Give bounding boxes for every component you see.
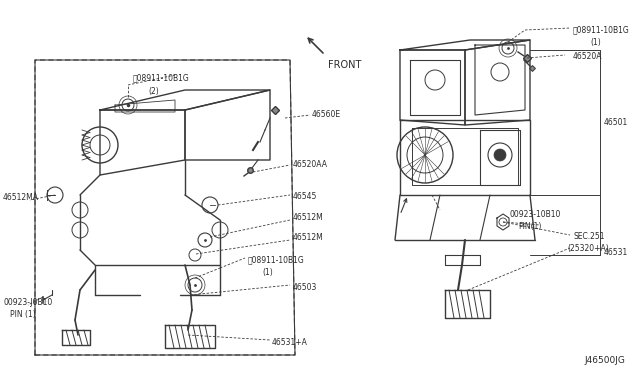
Text: 46531+A: 46531+A	[272, 338, 308, 347]
Text: 46501: 46501	[604, 118, 628, 127]
Text: 46520A: 46520A	[573, 52, 602, 61]
Text: (1): (1)	[262, 268, 273, 277]
Text: ⓝ08911-10B1G: ⓝ08911-10B1G	[248, 255, 305, 264]
Text: (25320+A): (25320+A)	[567, 244, 609, 253]
Text: ⓝ08911-10B1G: ⓝ08911-10B1G	[133, 73, 189, 82]
Text: (1): (1)	[590, 38, 601, 47]
Text: 46531: 46531	[604, 248, 628, 257]
Text: FRONT: FRONT	[328, 60, 362, 70]
Text: 46512MA: 46512MA	[3, 193, 39, 202]
Text: 46512M: 46512M	[293, 233, 324, 242]
Text: PIN(1): PIN(1)	[518, 222, 541, 231]
Text: 00923-J0B10: 00923-J0B10	[3, 298, 52, 307]
Text: SEC.251: SEC.251	[573, 232, 605, 241]
Text: 46503: 46503	[293, 283, 317, 292]
Text: J46500JG: J46500JG	[584, 356, 625, 365]
Text: PIN (1): PIN (1)	[10, 310, 36, 319]
Text: 46512M: 46512M	[293, 213, 324, 222]
Text: 46560E: 46560E	[312, 110, 341, 119]
Text: (2): (2)	[148, 87, 159, 96]
Text: 46520AA: 46520AA	[293, 160, 328, 169]
Text: 00923-10B10: 00923-10B10	[510, 210, 561, 219]
Text: 46545: 46545	[293, 192, 317, 201]
Circle shape	[494, 149, 506, 161]
Text: ⓝ08911-10B1G: ⓝ08911-10B1G	[573, 25, 630, 34]
